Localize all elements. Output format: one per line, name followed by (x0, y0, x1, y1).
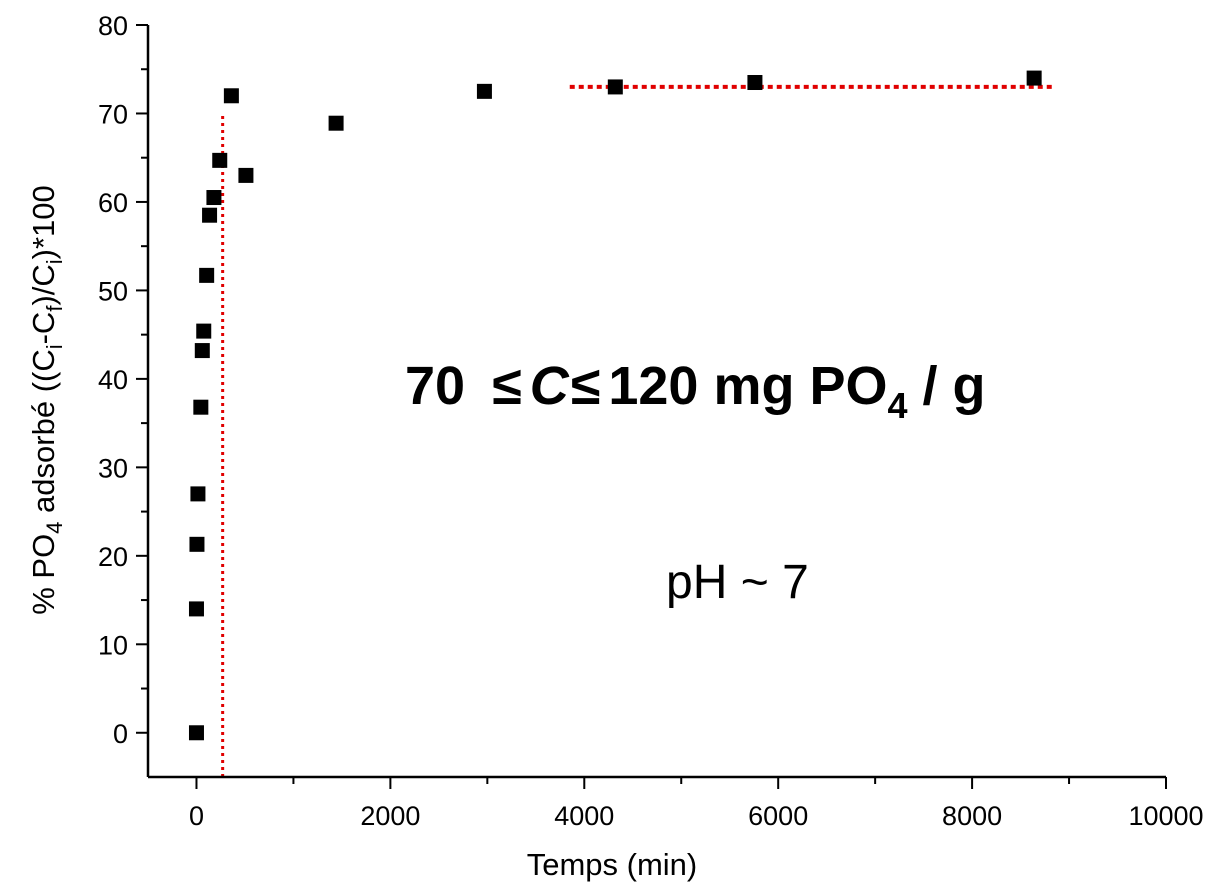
y-tick-label: 20 (98, 542, 128, 572)
y-title-part3: -C (26, 312, 61, 345)
y-tick-label: 10 (98, 630, 128, 660)
le-symbol-2: ≤ (571, 356, 601, 416)
data-point (329, 116, 344, 131)
data-point (199, 268, 214, 283)
y-tick-label: 40 (98, 365, 128, 395)
axes: 0 2000 4000 6000 8000 10000 0 10 20 30 40 50 60 70 80 (98, 11, 1204, 831)
data-point (195, 343, 210, 358)
y-title-part2: adsorbé ((C (26, 349, 61, 521)
plot-area (189, 71, 1055, 777)
data-point (193, 400, 208, 415)
data-point (224, 88, 239, 103)
le-symbol-1: ≤ (492, 356, 522, 416)
range-unit-text: / g (908, 356, 986, 416)
data-point (747, 75, 762, 90)
range-high-text: 120 mg PO (608, 356, 887, 416)
data-point (212, 153, 227, 168)
y-title-part5: )*100 (26, 185, 61, 259)
x-tick-label: 8000 (942, 801, 1002, 831)
data-point (608, 79, 623, 94)
x-tick-label: 0 (189, 801, 204, 831)
x-axis-title: Temps (min) (527, 847, 698, 882)
y-tick-label: 50 (98, 276, 128, 306)
y-tick-label: 70 (98, 99, 128, 129)
y-axis-title: % PO4 adsorbé ((Ci-Cf)/Ci)*100 (26, 185, 67, 615)
y-tick-label: 30 (98, 453, 128, 483)
range-low-text: 70 (405, 356, 480, 416)
x-tick-label: 4000 (554, 801, 614, 831)
y-tick-label: 0 (113, 719, 128, 749)
concentration-range-annotation: 70 ≤ C≤ 120 mg PO4 / g (405, 356, 986, 426)
x-tick-label: 10000 (1128, 801, 1203, 831)
c-symbol: C (530, 356, 570, 416)
ph-annotation: pH ~ 7 (666, 556, 809, 609)
data-point (202, 208, 217, 223)
range-subscript: 4 (887, 385, 907, 426)
data-point (189, 725, 204, 740)
data-point (190, 486, 205, 501)
y-title-part4: )/C (26, 264, 61, 305)
x-tick-label: 6000 (748, 801, 808, 831)
data-point (196, 324, 211, 339)
x-tick-label: 2000 (360, 801, 420, 831)
data-point (206, 190, 221, 205)
y-title-part1: % PO (26, 534, 61, 615)
data-point (1027, 71, 1042, 86)
data-point (189, 537, 204, 552)
y-tick-label: 80 (98, 11, 128, 41)
data-point (189, 601, 204, 616)
y-tick-label: 60 (98, 188, 128, 218)
data-point (477, 84, 492, 99)
y-title-sub1: 4 (42, 522, 67, 534)
data-point (238, 168, 253, 183)
